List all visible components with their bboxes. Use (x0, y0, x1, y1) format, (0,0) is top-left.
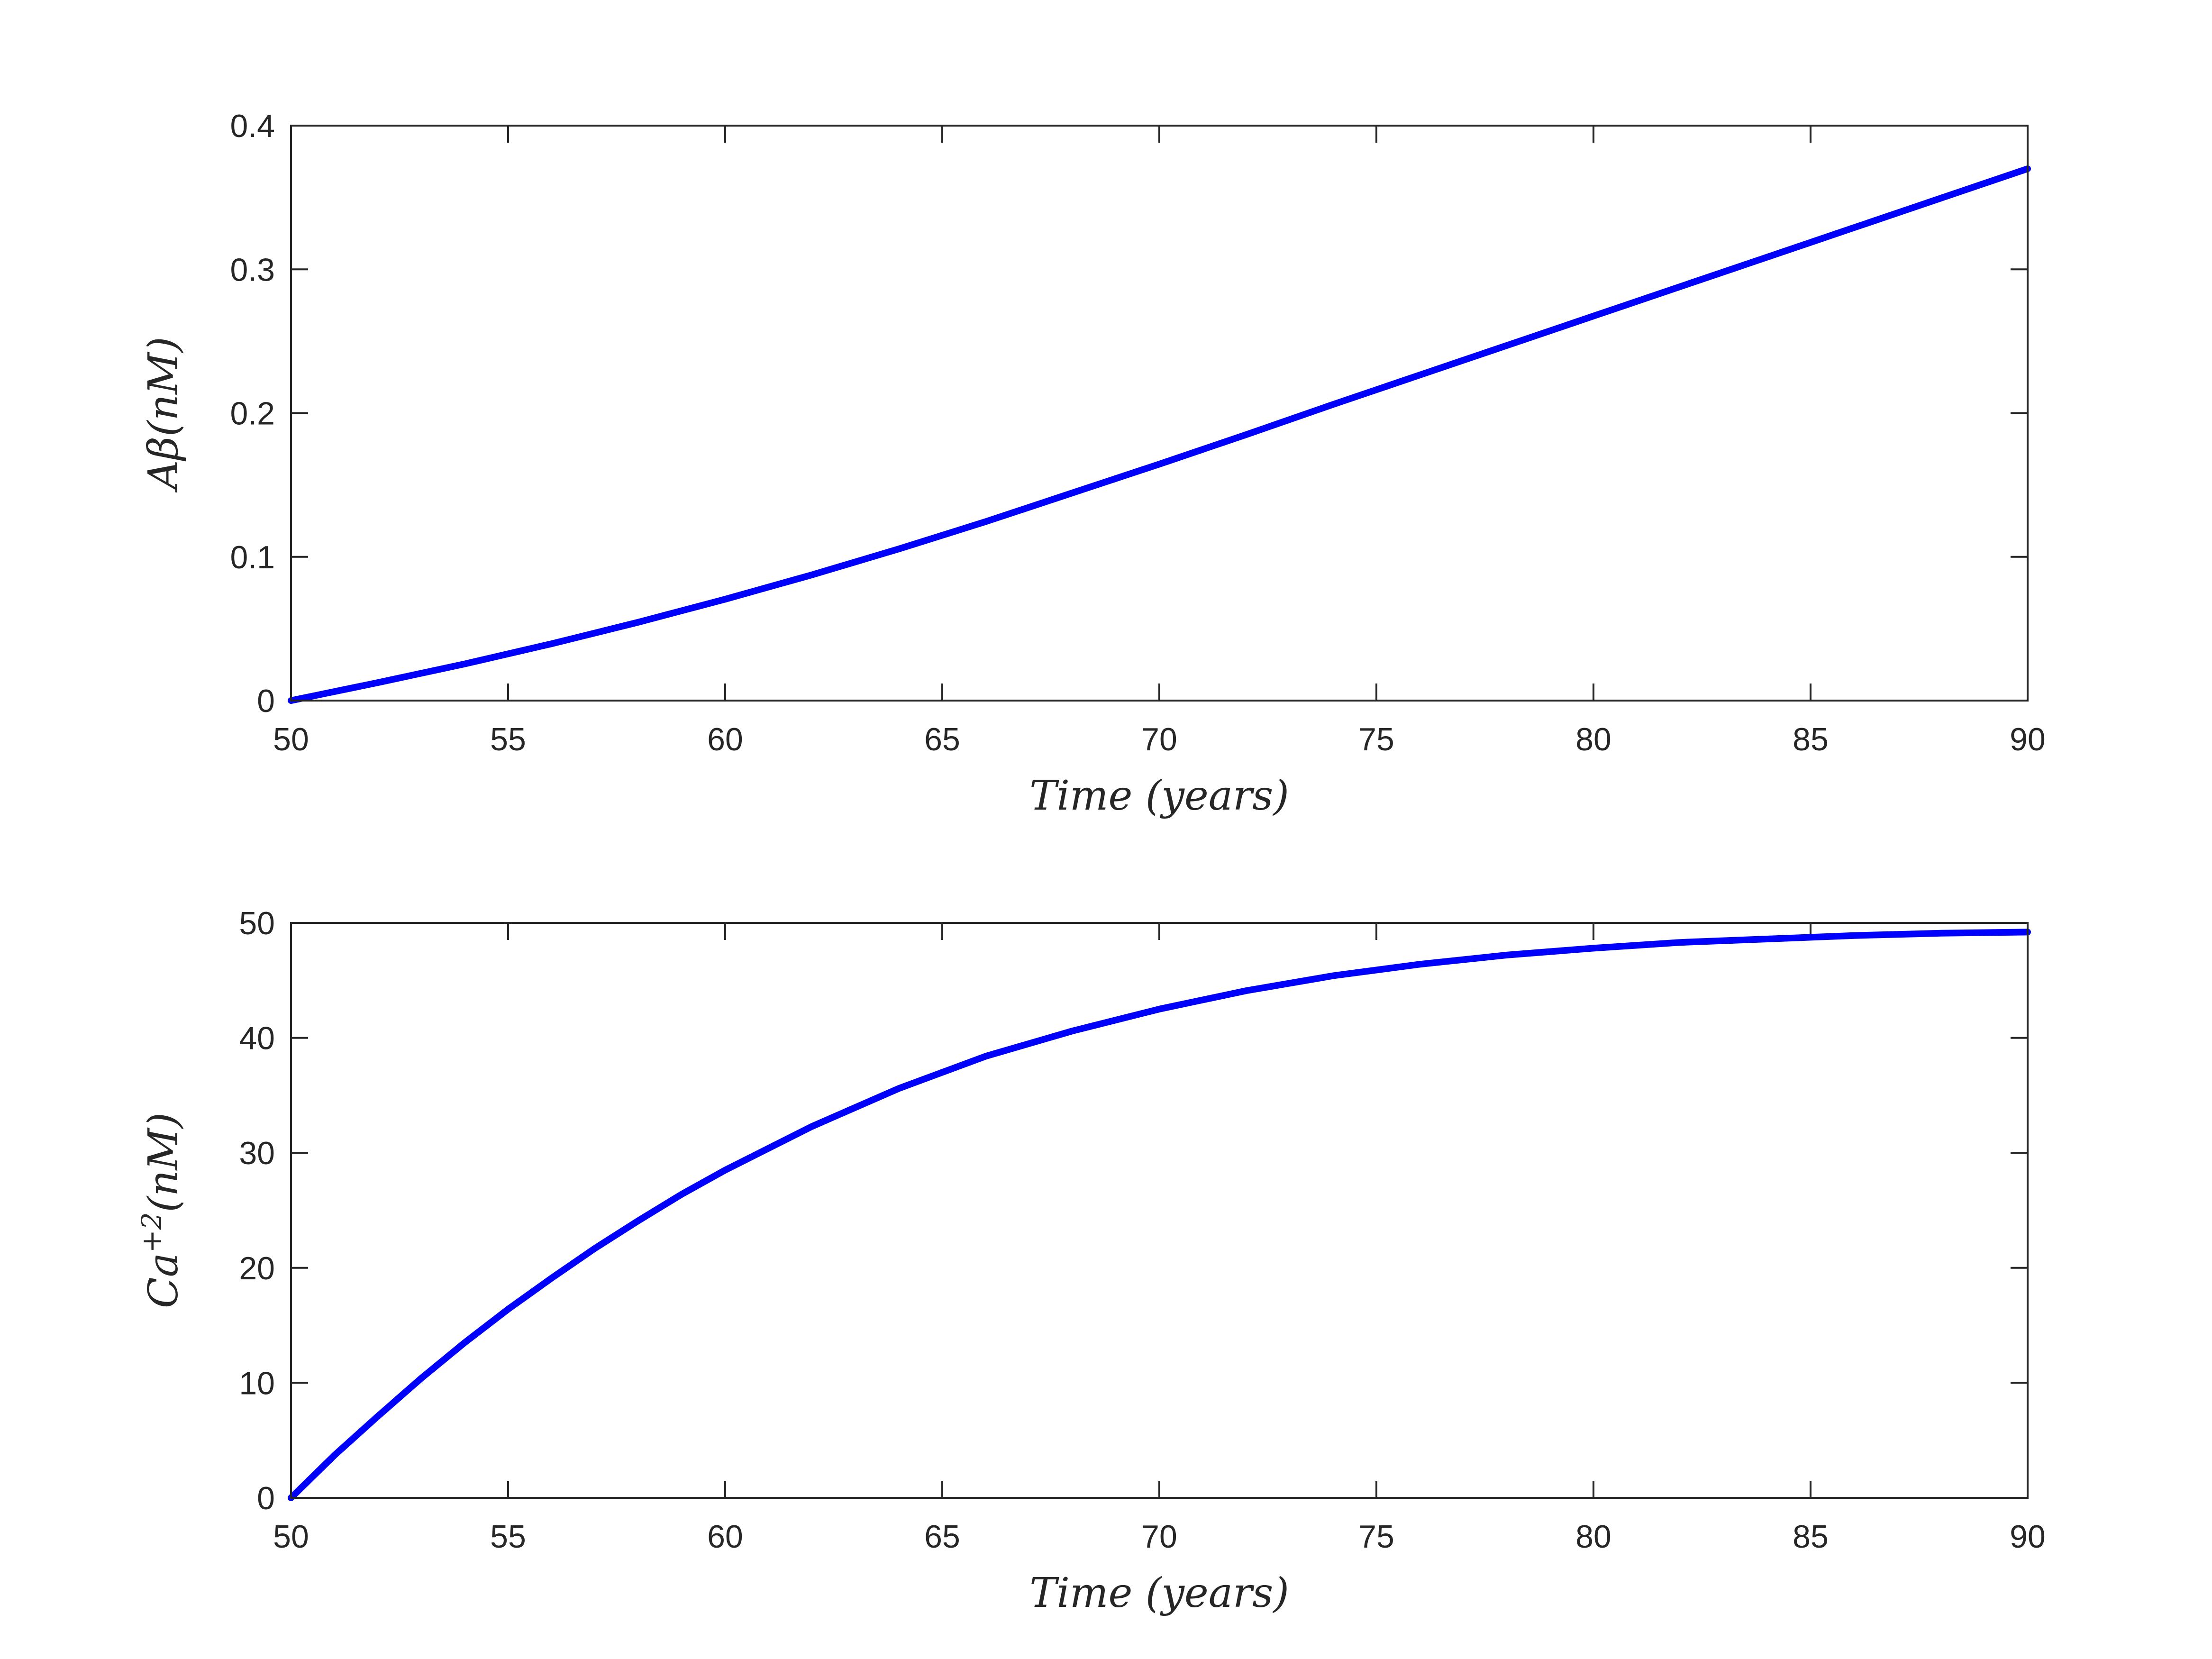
x-tick-label: 75 (1358, 721, 1394, 757)
x-tick-label: 85 (1793, 1519, 1829, 1555)
subplot-calcium: 0 10 20 30 40 50 50 55 60 65 70 75 80 85 90 Time (yea… (136, 905, 2046, 1617)
y-tick-label: 0 (257, 683, 275, 719)
x-tick-label: 65 (924, 1519, 960, 1555)
y-tick-label: 0.1 (230, 539, 275, 575)
x-tick-label: 60 (707, 1519, 743, 1555)
subplot-amyloid-beta-series (288, 165, 2031, 704)
x-tick-label: 85 (1793, 721, 1829, 757)
x-tick-label: 65 (924, 721, 960, 757)
subplot-calcium-y-label-unit: (nM) (140, 1112, 187, 1212)
y-tick-label: 0.2 (230, 396, 275, 432)
subplot-amyloid-beta-y-axis-label: Aβ(nM) (140, 337, 187, 492)
series-line (288, 929, 2031, 1501)
subplot-amyloid-beta-y-tick-labels: 0 0.1 0.2 0.3 0.4 (230, 108, 275, 719)
subplot-calcium-frame (290, 922, 2029, 1499)
subplot-amyloid-beta-x-axis-label: Time (years) (1029, 772, 1289, 820)
y-tick-label: 50 (239, 905, 275, 941)
series-line (288, 165, 2031, 704)
x-tick-label: 80 (1575, 721, 1611, 757)
x-tick-label: 70 (1141, 721, 1177, 757)
subplot-calcium-y-label-superscript: +2 (136, 1212, 168, 1253)
x-tick-label: 90 (2010, 721, 2046, 757)
x-tick-label: 55 (490, 721, 526, 757)
y-tick-label: 20 (239, 1250, 275, 1286)
y-tick-label: 30 (239, 1135, 275, 1171)
subplot-amyloid-beta-frame (290, 125, 2029, 702)
subplot-calcium-y-axis-label: Ca+2(nM) (136, 1112, 187, 1308)
y-tick-label: 0.3 (230, 252, 275, 288)
x-tick-label: 90 (2010, 1519, 2046, 1555)
y-tick-label: 0.4 (230, 108, 275, 144)
x-tick-label: 70 (1141, 1519, 1177, 1555)
subplot-amyloid-beta-y-label-unit: (nM) (140, 337, 187, 437)
subplot-calcium-series (288, 929, 2031, 1501)
subplot-amyloid-beta-y-label-main: Aβ (140, 437, 187, 493)
y-tick-label: 0 (257, 1480, 275, 1516)
y-tick-label: 40 (239, 1021, 275, 1057)
x-tick-label: 60 (707, 721, 743, 757)
x-tick-label: 50 (273, 721, 309, 757)
y-tick-label: 10 (239, 1365, 275, 1401)
subplot-calcium-y-tick-labels: 0 10 20 30 40 50 (239, 905, 275, 1516)
x-tick-label: 50 (273, 1519, 309, 1555)
subplot-amyloid-beta-x-tick-labels: 50 55 60 65 70 75 80 85 90 (273, 721, 2046, 757)
subplot-amyloid-beta: 0 0.1 0.2 0.3 0.4 50 55 60 65 70 75 80 85 90 Time (y… (140, 108, 2046, 820)
subplot-calcium-x-axis-label: Time (years) (1029, 1569, 1289, 1617)
x-tick-label: 80 (1575, 1519, 1611, 1555)
x-tick-label: 55 (490, 1519, 526, 1555)
subplot-calcium-y-label-main: Ca (140, 1253, 187, 1308)
subplot-calcium-x-tick-labels: 50 55 60 65 70 75 80 85 90 (273, 1519, 2046, 1555)
x-tick-label: 75 (1358, 1519, 1394, 1555)
